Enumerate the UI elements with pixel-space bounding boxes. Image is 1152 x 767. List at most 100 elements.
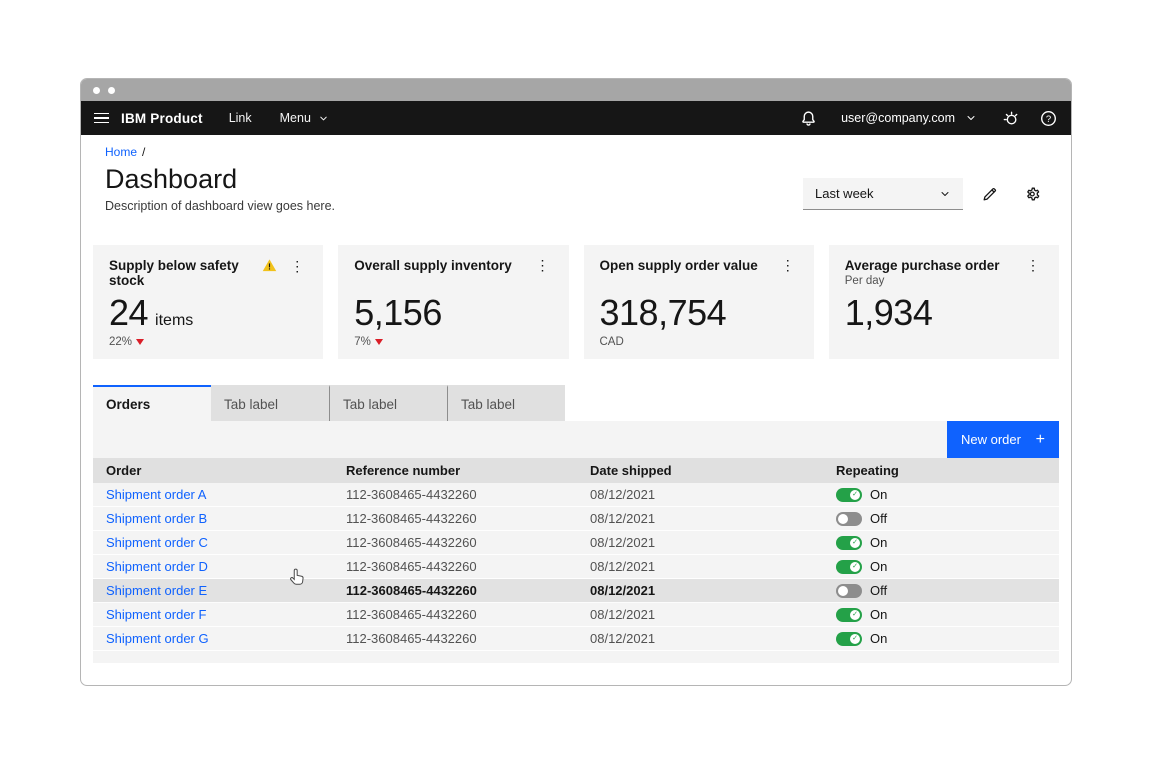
breadcrumb: Home / [105,145,335,159]
orders-table: Order Reference number Date shipped Repeati… [93,458,1059,663]
tab-orders[interactable]: Orders [93,385,211,421]
tabs: Orders Tab label Tab label Tab label [93,385,1059,421]
reference-number-cell: 112-3608465-4432260 [346,607,477,622]
repeating-toggle[interactable] [836,583,862,598]
header-nav-item-menu[interactable]: Menu [280,111,329,125]
plus-icon: + [1035,430,1045,448]
awake-icon[interactable] [991,101,1029,135]
card-title: Supply below safety stock [109,258,239,288]
order-link[interactable]: Shipment order E [106,583,208,598]
table-row[interactable]: Shipment order B 112-3608465-4432260 08/12… [93,507,1059,531]
trend-down-icon [136,338,145,345]
page-title: Dashboard [105,164,238,194]
order-link[interactable]: Shipment order F [106,607,207,622]
reference-number-cell: 112-3608465-4432260 [346,559,477,574]
repeating-toggle[interactable] [836,511,862,526]
help-icon[interactable]: ? [1029,101,1067,135]
table-body: Shipment order A 112-3608465-4432260 08/12… [93,483,1059,651]
app-window: IBM Product Link Menu user@company.com ? … [80,78,1072,686]
breadcrumb-home-link[interactable]: Home [105,145,138,159]
metric-card-2: Overall supply inventory ⋮ 5,156 7% [338,245,569,359]
repeating-toggle[interactable]: ✓ [836,535,862,550]
toggle-state-label: Off [870,583,888,598]
metric-card-4: Average purchase order ⋮ Per day 1,934 [828,245,1059,359]
reference-number-cell: 112-3608465-4432260 [346,535,477,550]
card-title: Overall supply inventory [354,258,512,273]
column-header: Order [106,463,142,478]
window-control-dot[interactable] [93,86,100,94]
order-link[interactable]: Shipment order G [106,631,209,646]
notification-bell-icon[interactable] [789,101,827,135]
toggle-knob: ✓ [850,561,860,572]
toggle-state-label: On [870,631,888,646]
card-value: 1,934 [844,292,933,333]
column-header: Reference number [346,463,461,478]
tab-label-1[interactable]: Tab label [211,385,329,421]
table-row[interactable]: Shipment order C 112-3608465-4432260 08/12… [93,531,1059,555]
date-shipped-cell: 08/12/2021 [590,511,656,526]
table-row[interactable]: Shipment order D 112-3608465-4432260 08/12… [93,555,1059,579]
page-header: Home / Dashboard Description of dashboar… [93,145,1059,213]
card-value: 318,754 [599,292,727,333]
trend-value: 7% [354,335,371,348]
overflow-menu-icon[interactable]: ⋮ [778,258,798,272]
table-header-row: Order Reference number Date shipped Repeati… [93,458,1059,483]
table-toolbar: New order + [93,421,1059,458]
tab-label: Orders [106,396,151,412]
user-account-menu[interactable]: user@company.com [827,101,991,135]
settings-gear-icon[interactable] [1017,179,1047,209]
toggle-state-label: Off [870,511,888,526]
new-order-label: New order [961,432,1021,447]
header-nav-item-link[interactable]: Link [229,111,252,125]
app-header: IBM Product Link Menu user@company.com ? [81,101,1071,135]
order-link[interactable]: Shipment order D [106,559,208,574]
tab-label: Tab label [343,396,398,412]
overflow-menu-icon[interactable]: ⋮ [533,258,553,272]
table-row[interactable]: Shipment order G 112-3608465-4432260 08/12… [93,627,1059,651]
svg-text:?: ? [1045,113,1050,124]
tab-label: Tab label [461,396,516,412]
time-range-dropdown[interactable]: Last week [803,178,963,210]
window-control-dot[interactable] [108,86,115,94]
card-value-suffix: items [155,312,194,329]
tab-label-2[interactable]: Tab label [329,385,447,421]
tab-label-3[interactable]: Tab label [447,385,565,421]
repeating-toggle[interactable]: ✓ [836,631,862,646]
order-link[interactable]: Shipment order B [106,511,208,526]
table-row[interactable]: Shipment order F 112-3608465-4432260 08/12… [93,603,1059,627]
user-email: user@company.com [841,111,955,125]
table-row[interactable]: Shipment order A 112-3608465-4432260 08/12… [93,483,1059,507]
metric-card-1: Supply below safety stock ⋮ 24 items 22% [93,245,324,359]
page-description: Description of dashboard view goes here. [105,199,335,213]
repeating-toggle[interactable]: ✓ [836,559,862,574]
date-shipped-cell: 08/12/2021 [590,535,656,550]
dropdown-value: Last week [815,186,874,201]
repeating-toggle[interactable]: ✓ [836,487,862,502]
reference-number-cell: 112-3608465-4432260 [346,631,477,646]
column-header: Date shipped [590,463,672,478]
table-row[interactable]: Shipment order E 112-3608465-4432260 08/12… [93,579,1059,603]
date-shipped-cell: 08/12/2021 [590,631,656,646]
menu-hamburger-icon[interactable] [81,101,121,135]
card-subtitle: Per day [844,275,885,287]
nav-item-label: Menu [279,111,311,125]
new-order-button[interactable]: New order + [947,421,1059,458]
edit-pencil-icon[interactable] [975,179,1005,209]
metric-cards: Supply below safety stock ⋮ 24 items 22% Over… [93,245,1059,359]
product-name: IBM Product [121,110,203,126]
toggle-knob: ✓ [850,609,860,620]
nav-item-label: Link [228,111,252,125]
toggle-knob [838,513,848,524]
order-link[interactable]: Shipment order C [106,535,208,550]
overflow-menu-icon[interactable]: ⋮ [1023,258,1043,272]
overflow-menu-icon[interactable]: ⋮ [287,259,307,273]
date-shipped-cell: 08/12/2021 [590,607,656,622]
toggle-state-label: On [870,487,888,502]
trend-down-icon [374,338,383,345]
order-link[interactable]: Shipment order A [106,487,207,502]
repeating-toggle[interactable]: ✓ [836,607,862,622]
window-titlebar[interactable] [81,79,1071,101]
toggle-state-label: On [870,535,888,550]
toggle-knob [838,585,848,596]
date-shipped-cell: 08/12/2021 [590,559,656,574]
